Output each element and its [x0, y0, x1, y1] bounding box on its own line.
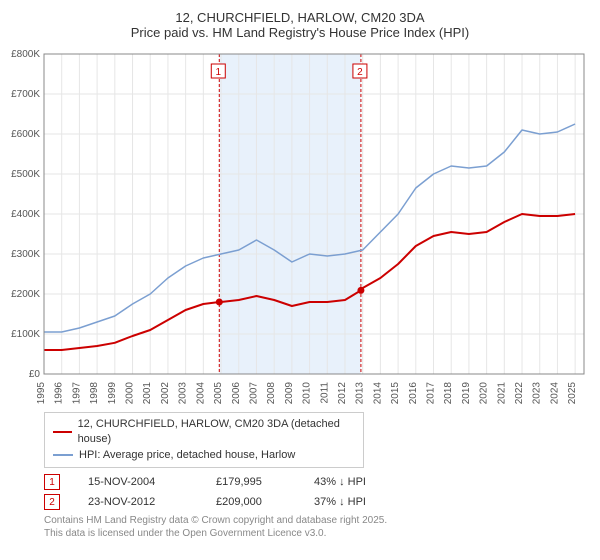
footer-line1: Contains HM Land Registry data © Crown c…: [44, 514, 592, 527]
legend-label: HPI: Average price, detached house, Harl…: [79, 448, 295, 463]
svg-text:2013: 2013: [355, 382, 366, 405]
marker-table: 1 15-NOV-2004 £179,995 43% ↓ HPI 2 23-NO…: [44, 474, 592, 510]
footer-line2: This data is licensed under the Open Gov…: [44, 527, 592, 540]
svg-text:2001: 2001: [142, 382, 153, 405]
legend-label: 12, CHURCHFIELD, HARLOW, CM20 3DA (detac…: [78, 417, 355, 448]
svg-text:2: 2: [357, 67, 363, 78]
svg-text:2021: 2021: [496, 382, 507, 405]
chart-container: 12, CHURCHFIELD, HARLOW, CM20 3DA Price …: [0, 0, 600, 560]
legend-swatch: [53, 454, 73, 456]
svg-text:1995: 1995: [36, 382, 47, 405]
legend: 12, CHURCHFIELD, HARLOW, CM20 3DA (detac…: [44, 412, 364, 468]
svg-text:2024: 2024: [549, 382, 560, 405]
chart-area: £0 £100K £200K £300K £400K £500K £600K £700K £80…: [8, 46, 592, 406]
svg-text:2018: 2018: [443, 382, 454, 405]
marker-date: 23-NOV-2012: [88, 496, 188, 508]
svg-text:1996: 1996: [54, 382, 65, 405]
svg-text:2004: 2004: [195, 382, 206, 405]
title-block: 12, CHURCHFIELD, HARLOW, CM20 3DA Price …: [8, 10, 592, 40]
svg-text:2010: 2010: [302, 382, 313, 405]
svg-text:2014: 2014: [372, 382, 383, 405]
svg-text:2019: 2019: [461, 382, 472, 405]
svg-text:2008: 2008: [266, 382, 277, 405]
marker-row: 2 23-NOV-2012 £209,000 37% ↓ HPI: [44, 494, 592, 510]
svg-text:2012: 2012: [337, 382, 348, 405]
svg-text:2009: 2009: [284, 382, 295, 405]
svg-text:£500K: £500K: [11, 169, 40, 180]
svg-text:2022: 2022: [514, 382, 525, 405]
svg-text:2003: 2003: [178, 382, 189, 405]
svg-text:2011: 2011: [319, 382, 330, 404]
svg-text:2020: 2020: [479, 382, 490, 405]
svg-text:2002: 2002: [160, 382, 171, 405]
marker-row: 1 15-NOV-2004 £179,995 43% ↓ HPI: [44, 474, 592, 490]
marker-price: £209,000: [216, 496, 286, 508]
svg-text:£100K: £100K: [11, 329, 40, 340]
svg-text:2015: 2015: [390, 382, 401, 405]
marker-date: 15-NOV-2004: [88, 476, 188, 488]
svg-text:£700K: £700K: [11, 89, 40, 100]
svg-text:2007: 2007: [248, 382, 259, 405]
line-chart: £0 £100K £200K £300K £400K £500K £600K £700K £80…: [8, 46, 592, 406]
svg-text:£200K: £200K: [11, 289, 40, 300]
svg-text:£300K: £300K: [11, 249, 40, 260]
svg-text:1: 1: [215, 67, 221, 78]
marker-badge: 2: [44, 494, 60, 510]
svg-text:1998: 1998: [89, 382, 100, 405]
svg-text:2005: 2005: [213, 382, 224, 405]
svg-text:1997: 1997: [71, 382, 82, 405]
title-address: 12, CHURCHFIELD, HARLOW, CM20 3DA: [8, 10, 592, 25]
legend-swatch: [53, 431, 72, 433]
marker-badge: 1: [44, 474, 60, 490]
svg-text:2025: 2025: [567, 382, 578, 405]
legend-item: 12, CHURCHFIELD, HARLOW, CM20 3DA (detac…: [53, 417, 355, 448]
marker-diff: 37% ↓ HPI: [314, 496, 414, 508]
marker-diff: 43% ↓ HPI: [314, 476, 414, 488]
svg-text:2017: 2017: [426, 382, 437, 405]
marker-price: £179,995: [216, 476, 286, 488]
title-subtitle: Price paid vs. HM Land Registry's House …: [8, 25, 592, 40]
svg-text:2006: 2006: [231, 382, 242, 405]
svg-text:£400K: £400K: [11, 209, 40, 220]
svg-text:£800K: £800K: [11, 49, 40, 60]
svg-text:2016: 2016: [408, 382, 419, 405]
svg-text:£600K: £600K: [11, 129, 40, 140]
svg-text:2023: 2023: [532, 382, 543, 405]
footer: Contains HM Land Registry data © Crown c…: [44, 514, 592, 540]
svg-text:2000: 2000: [125, 382, 136, 405]
legend-item: HPI: Average price, detached house, Harl…: [53, 448, 355, 463]
svg-text:1999: 1999: [107, 382, 118, 405]
svg-text:£0: £0: [29, 369, 41, 380]
